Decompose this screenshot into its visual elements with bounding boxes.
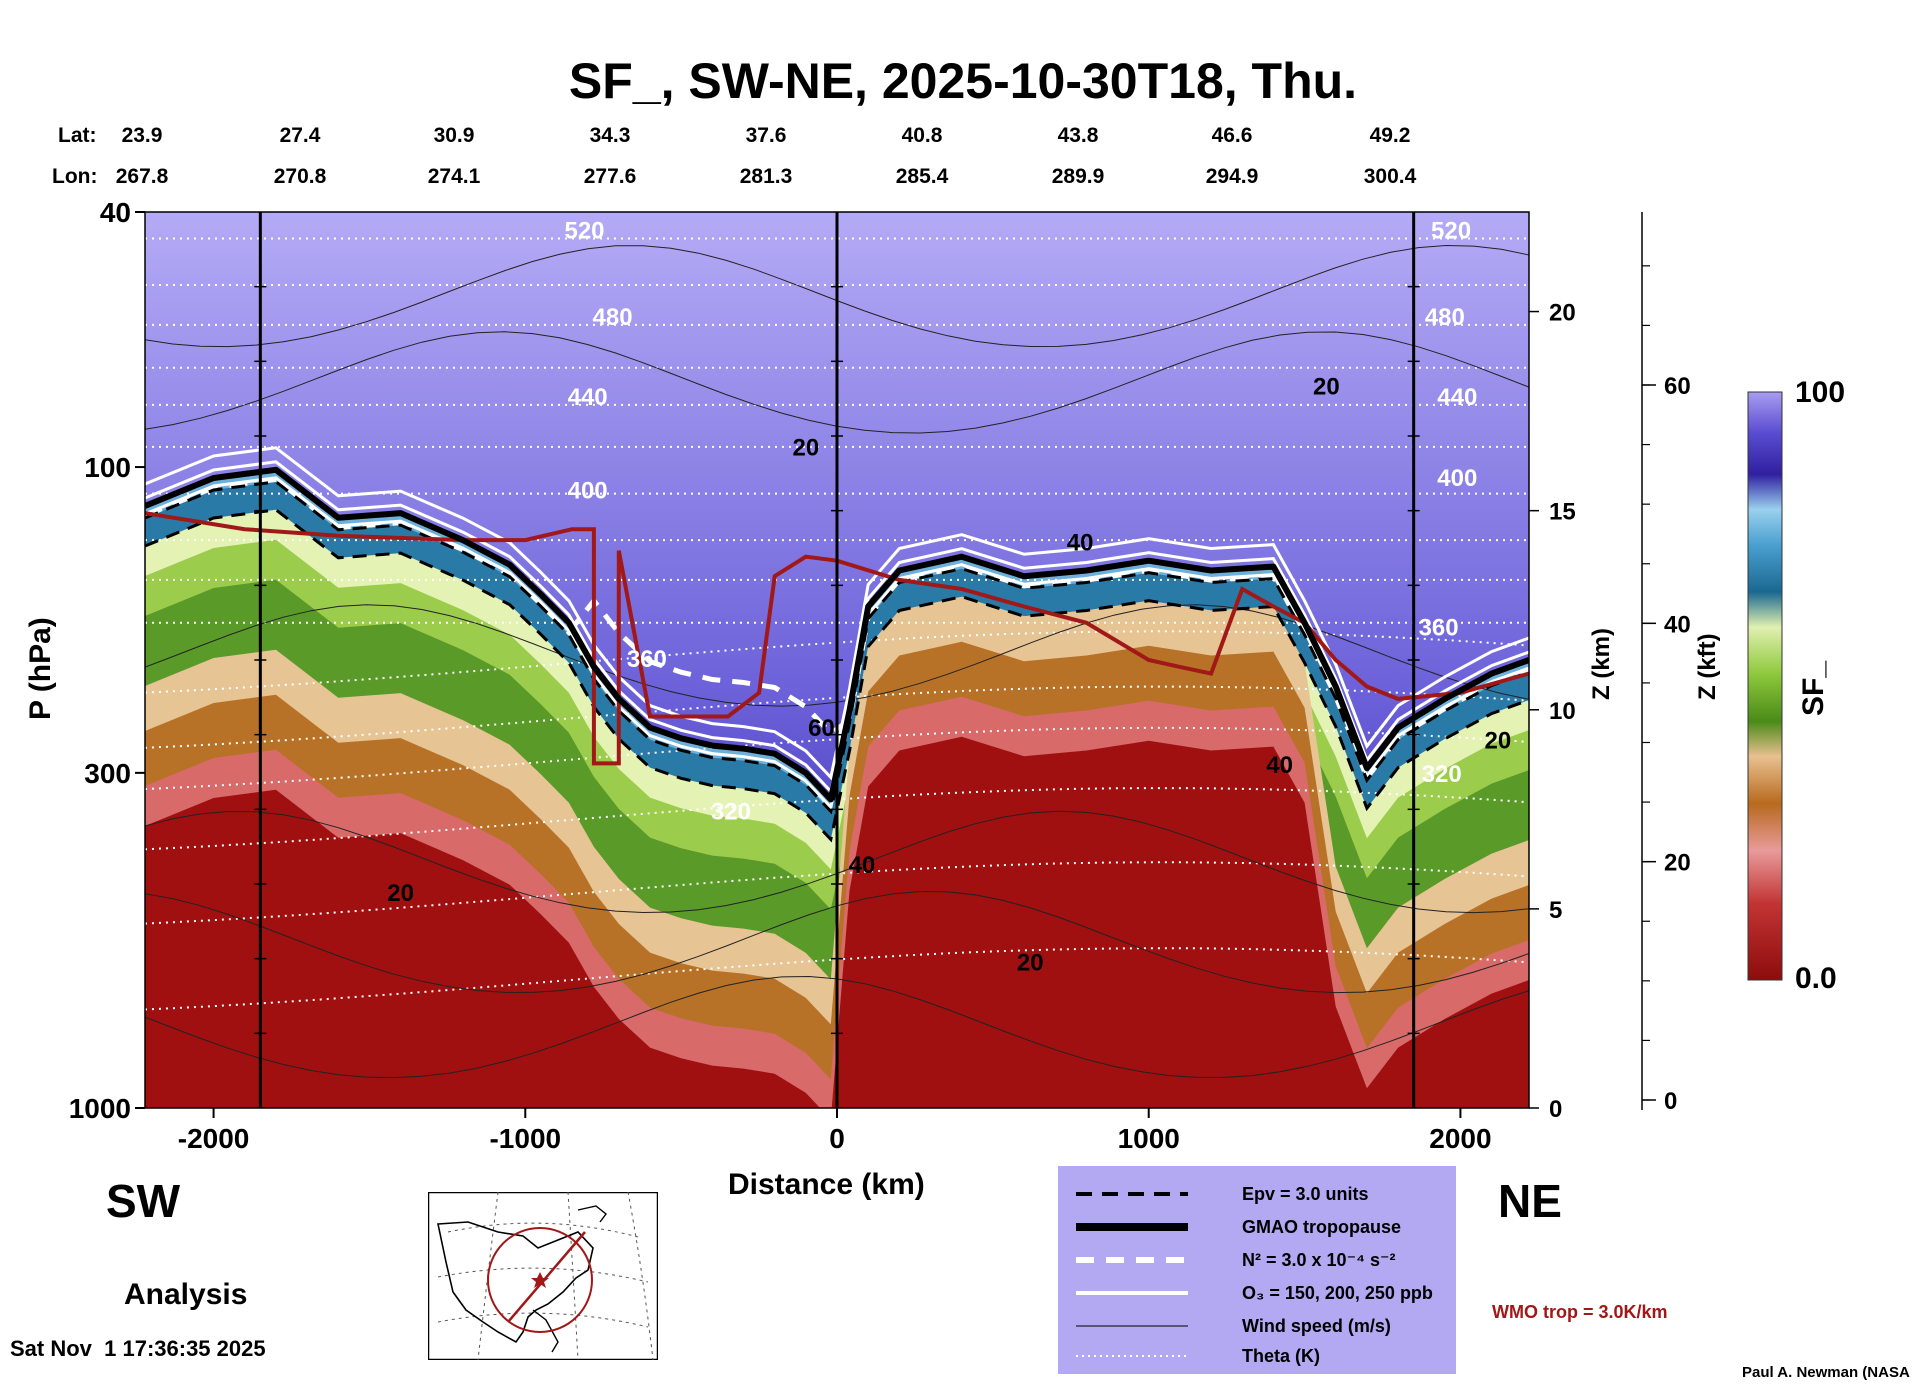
- theta-label: 520: [564, 218, 604, 245]
- legend-item-n2: N² = 3.0 x 10⁻⁴ s⁻²: [1076, 1246, 1456, 1276]
- legend-item-epv: Epv = 3.0 units: [1076, 1180, 1456, 1210]
- lat-value: 27.4: [279, 124, 321, 147]
- lon-value: 267.8: [115, 165, 169, 188]
- theta-label: 320: [1422, 761, 1462, 788]
- lon-value: 300.4: [1363, 165, 1417, 188]
- chart-title: SF_, SW-NE, 2025-10-30T18, Thu.: [568, 53, 1358, 109]
- lat-value: 46.6: [1211, 124, 1253, 147]
- theta-label: 440: [1437, 384, 1477, 411]
- lat-value: 49.2: [1369, 124, 1411, 147]
- z-km-tick-label: 10: [1549, 698, 1576, 725]
- analysis-label: Analysis: [124, 1278, 248, 1311]
- legend-item-theta: Theta (K): [1076, 1342, 1456, 1372]
- timestamp: Sat Nov 1 17:36:35 2025: [10, 1336, 266, 1361]
- lat-value: 40.8: [901, 124, 943, 147]
- x-tick-label: -1000: [489, 1123, 561, 1154]
- wind-label: 20: [1484, 728, 1511, 755]
- legend-label-epv: Epv = 3.0 units: [1242, 1184, 1369, 1204]
- sw-label: SW: [106, 1175, 181, 1227]
- theta-label: 360: [1419, 614, 1459, 641]
- theta-label: 320: [711, 799, 751, 826]
- lat-value: 34.3: [589, 124, 631, 147]
- lon-value: 274.1: [427, 165, 481, 188]
- wind-label: 40: [849, 852, 876, 879]
- ozone-contour: [145, 446, 1529, 781]
- wind-label: 20: [387, 880, 414, 907]
- y-tick-label: 1000: [69, 1093, 131, 1124]
- y-tick-label: 100: [84, 452, 131, 483]
- lat-value: 23.9: [121, 124, 163, 147]
- z-kft-axis-label: Z (kft): [1694, 633, 1721, 700]
- wind-label: 60: [808, 715, 835, 742]
- z-kft-tick-label: 0: [1664, 1088, 1677, 1115]
- legend-item-ozone: O₃ = 150, 200, 250 ppb: [1076, 1279, 1456, 1309]
- colorbar: [1747, 391, 1783, 981]
- wind-label: 40: [1266, 752, 1293, 779]
- z-km-axis-label: Z (km): [1588, 628, 1615, 700]
- z-km-tick-label: 5: [1549, 897, 1562, 924]
- theta-label: 480: [1425, 304, 1465, 331]
- legend-label-theta: Theta (K): [1242, 1346, 1320, 1366]
- lat-value: 30.9: [433, 124, 475, 147]
- x-tick-label: 1000: [1118, 1123, 1180, 1154]
- colorbar-min: 0.0: [1795, 962, 1837, 995]
- wmo-trop-label: WMO trop = 3.0K/km: [1492, 1302, 1668, 1322]
- theta-label: 400: [1437, 465, 1477, 492]
- legend-label-wind: Wind speed (m/s): [1242, 1316, 1391, 1336]
- gmao-tropopause-line: [145, 466, 1529, 803]
- epv-contour: [145, 508, 1529, 843]
- inset-map: [428, 1192, 658, 1360]
- legend-label-gmao-tropopause: GMAO tropopause: [1242, 1217, 1402, 1237]
- theta-label: 520: [1431, 218, 1471, 245]
- legend-label-ozone: O₃ = 150, 200, 250 ppb: [1242, 1283, 1433, 1303]
- legend-item-gmao-tropopause: GMAO tropopause: [1076, 1213, 1456, 1243]
- ne-label: NE: [1498, 1175, 1562, 1227]
- theta-label: 360: [627, 646, 667, 673]
- colorbar-label: SF_: [1797, 660, 1830, 716]
- z-kft-tick-label: 20: [1664, 850, 1691, 877]
- theta-label: 440: [568, 384, 608, 411]
- legend: Epv = 3.0 units GMAO tropopause N² = 3.0…: [1058, 1166, 1456, 1374]
- x-tick-label: 2000: [1429, 1123, 1491, 1154]
- x-tick-label: -2000: [178, 1123, 250, 1154]
- wind-label: 40: [1067, 530, 1094, 557]
- lon-value: 281.3: [739, 165, 793, 188]
- theta-label: 480: [593, 304, 633, 331]
- y-tick-label: 40: [100, 197, 131, 228]
- legend-item-wind: Wind speed (m/s): [1076, 1312, 1456, 1342]
- z-km-tick-label: 15: [1549, 499, 1576, 526]
- theta-label: 400: [568, 478, 608, 505]
- field-band: [145, 736, 1529, 1108]
- wind-label: 20: [1313, 373, 1340, 400]
- lon-label: Lon:: [52, 165, 98, 188]
- y-tick-label: 300: [84, 758, 131, 789]
- lon-value: 277.6: [583, 165, 637, 188]
- z-km-tick-label: 20: [1549, 300, 1576, 327]
- legend-label-n2: N² = 3.0 x 10⁻⁴ s⁻²: [1242, 1250, 1396, 1270]
- wind-label: 20: [792, 435, 819, 462]
- z-km-tick-label: 0: [1549, 1096, 1562, 1123]
- credit: Paul A. Newman (NASA: [1742, 1364, 1910, 1381]
- wind-label: 20: [1017, 949, 1044, 976]
- z-kft-tick-label: 40: [1664, 611, 1691, 638]
- lat-label: Lat:: [58, 124, 97, 147]
- n2-contour: [145, 476, 1529, 783]
- lon-value: 294.9: [1205, 165, 1259, 188]
- lat-value: 37.6: [745, 124, 787, 147]
- lon-value: 289.9: [1051, 165, 1105, 188]
- colorbar-max: 100: [1795, 376, 1846, 409]
- lat-value: 43.8: [1057, 124, 1099, 147]
- x-axis-label: Distance (km): [728, 1168, 925, 1201]
- z-kft-tick-label: 60: [1664, 373, 1691, 400]
- x-tick-label: 0: [829, 1123, 845, 1154]
- lon-value: 270.8: [273, 165, 327, 188]
- y-axis-label: P (hPa): [24, 617, 57, 720]
- ozone-contour: [145, 460, 1529, 795]
- lon-value: 285.4: [895, 165, 949, 188]
- epv-contour: [145, 480, 1529, 815]
